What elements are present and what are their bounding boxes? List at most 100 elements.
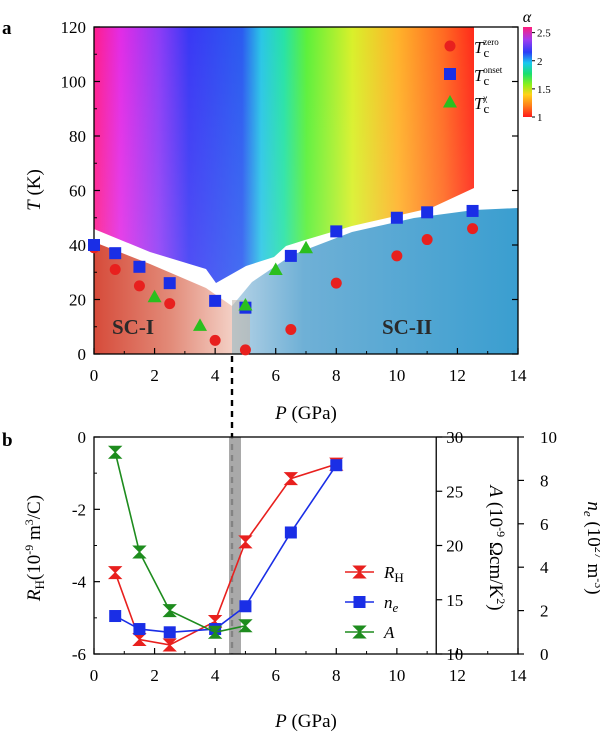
panel-a-point-circle	[133, 280, 145, 292]
panel-a-y-tick-label: 20	[69, 291, 86, 310]
panel-b-middle-tick-label: 10	[446, 645, 463, 664]
panel-a-x-tick-label: 12	[449, 366, 466, 385]
panel-b-line-middle	[114, 452, 246, 634]
panel-a-y-tick-label: 100	[61, 73, 87, 92]
panel-a-point-triangle	[268, 262, 283, 276]
panel-a-point-square	[133, 260, 146, 273]
panel-a-point-square	[421, 206, 434, 219]
panel-a-label: a	[2, 18, 12, 39]
legend-a-marker-triangle	[443, 95, 457, 108]
panel-a-y-title: T (K)	[24, 169, 45, 211]
panel-b-middle-tick-label: 20	[446, 537, 463, 556]
legend-a-label: Tczero	[474, 37, 499, 60]
panel-b-middle-title: A (10-9 Ωcm/K2)	[485, 483, 508, 610]
panel-b-x-tick-label: 4	[211, 666, 220, 685]
region-label-sc-i: SC-I	[112, 315, 154, 339]
panel-a-point-circle	[209, 334, 221, 346]
panel-a-point-square	[330, 225, 343, 238]
sc-ii-region	[232, 208, 518, 354]
panel-b-left-tick-label: 0	[78, 428, 87, 447]
panel-b-point-right	[239, 600, 252, 613]
panel-a-point-square	[88, 239, 100, 251]
panel-a-point-square	[284, 249, 297, 262]
colorbar-title: α	[523, 9, 532, 26]
legend-b-label: A	[383, 623, 395, 642]
panel-b-x-tick-label: 8	[332, 666, 341, 685]
panel-a-point-circle	[239, 344, 251, 356]
colorbar: α 1 1.5 2 2.5	[523, 9, 551, 124]
panel-a-point-circle	[164, 298, 176, 310]
panel-b-point-left	[238, 535, 253, 549]
panel-a-x-tick-label: 10	[388, 366, 405, 385]
panel-a-point-circle	[421, 234, 433, 246]
panel-a-y-tick-label: 0	[78, 345, 87, 364]
panel-b-x-tick-label: 6	[271, 666, 280, 685]
panel-a-x-tick-label: 2	[150, 366, 159, 385]
panel-a-point-square	[163, 277, 176, 290]
panel-b-point-middle	[162, 604, 177, 618]
panel-a-point-triangle	[299, 240, 313, 254]
panel-b-middle-tick-label: 25	[446, 482, 463, 501]
panel-b-line-left	[114, 463, 337, 646]
panel-a-point-circle	[391, 250, 403, 262]
legend-b-label: RH	[383, 563, 404, 585]
panel-b-point-left	[162, 638, 177, 652]
panel-b-left-tick-label: -6	[72, 645, 86, 664]
panel-b-left-tick-label: -4	[72, 573, 87, 592]
panel-b-right-tick-label: 2	[540, 602, 549, 621]
panel-a-y-tick-label: 40	[69, 236, 86, 255]
panel-a-y-tick-label: 120	[61, 18, 87, 37]
panel-b-right-tick-label: 0	[540, 645, 549, 664]
panel-b-x-tick-label: 12	[449, 666, 466, 685]
panel-b-x-title: P (GPa)	[274, 711, 337, 732]
panel-b-left-title: RH(10-9 m3/C)	[22, 495, 47, 602]
panel-a-x-tick-label: 8	[332, 366, 341, 385]
legend-b-marker	[352, 625, 367, 639]
pressure-band	[229, 437, 241, 654]
panel-a-point-square	[390, 211, 403, 224]
panel-b-right-tick-label: 10	[540, 428, 557, 447]
panel-a-point-circle	[285, 323, 297, 335]
panel-a-point-circle	[109, 264, 121, 276]
colorbar-tick-label: 2.5	[537, 28, 551, 40]
panel-a-point-triangle	[147, 289, 162, 303]
panel-b-right-tick-label: 6	[540, 515, 549, 534]
panel-b-point-left	[283, 472, 299, 486]
panel-a-x-tick-label: 14	[510, 366, 528, 385]
panel-b-point-right	[330, 459, 343, 472]
legend-a-label: Tconset	[474, 65, 503, 88]
panel-b-x-tick-label: 0	[90, 666, 99, 685]
region-label-sc-ii: SC-II	[382, 315, 432, 339]
legend-b-marker	[352, 565, 367, 579]
legend-b-label: ne	[384, 593, 399, 615]
panel-b-right-title: ne (1027 m-3)	[581, 501, 600, 594]
panel-b-point-right	[163, 626, 176, 639]
panel-b-right-tick-label: 4	[540, 558, 549, 577]
panel-b-x-tick-label: 14	[510, 666, 528, 685]
panel-b-point-middle	[238, 619, 253, 633]
panel-b-legend: RH ne A	[345, 563, 404, 642]
panel-a-point-circle	[467, 223, 479, 235]
panel-a-point-square	[466, 204, 479, 217]
panel-b-right-tick-label: 8	[540, 471, 549, 490]
panel-b-point-middle	[132, 545, 147, 559]
panel-b-x-tick-label: 2	[150, 666, 159, 685]
panel-b-point-middle	[207, 625, 223, 639]
panel-a-x-title: P (GPa)	[274, 403, 337, 424]
panel-b-point-left	[107, 566, 123, 580]
panel-a-point-square	[209, 294, 222, 307]
panel-b-point-middle	[107, 445, 123, 459]
panel-a-plot-area	[94, 27, 518, 354]
colorbar-gradient	[523, 27, 532, 117]
panel-b-left-tick-label: -2	[72, 500, 86, 519]
panel-a-y-tick-label: 60	[69, 182, 86, 201]
panel-b-point-right	[109, 610, 122, 623]
panel-b-line-right	[114, 464, 337, 634]
panel-a-legend: Tczero Tconset Tcχ	[443, 37, 503, 116]
colorbar-tick-label: 2	[537, 56, 543, 68]
panel-a-point-triangle	[193, 318, 207, 331]
panel-b-label: b	[2, 430, 13, 451]
panel-a-point-triangle	[238, 297, 253, 311]
panel-b-middle-tick-label: 15	[446, 591, 463, 610]
